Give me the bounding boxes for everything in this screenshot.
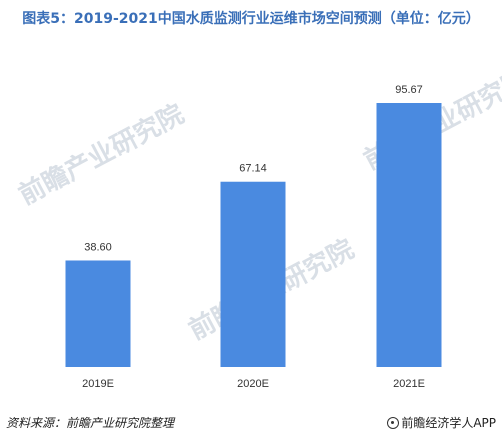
brand-credit: 前瞻经济学人APP (387, 414, 496, 431)
value-labels-group: 38.60 67.14 95.67 (84, 84, 423, 253)
bar-2019E (65, 260, 131, 367)
brand-name: 前瞻经济学人APP (401, 416, 496, 430)
bars-group (65, 103, 442, 367)
chart-title: 图表5：2019-2021中国水质监测行业运维市场空间预测（单位：亿元） (22, 11, 480, 27)
value-label-2021E: 95.67 (395, 84, 423, 96)
x-tick-label-2020E: 2020E (237, 378, 269, 390)
bar-2021E (376, 103, 442, 367)
source-note: 资料来源：前瞻产业研究院整理 (6, 416, 175, 430)
footer: 资料来源：前瞻产业研究院整理 前瞻经济学人APP (6, 414, 496, 436)
value-label-2019E: 38.60 (84, 241, 112, 253)
bar-2020E (220, 181, 286, 367)
watermark-text: 前瞻产业研究院 (14, 98, 189, 211)
brand-logo-icon (387, 417, 400, 429)
x-tick-labels-group: 2019E 2020E 2021E (82, 378, 425, 390)
x-tick-label-2019E: 2019E (82, 378, 114, 390)
value-label-2020E: 67.14 (239, 163, 267, 175)
x-tick-label-2021E: 2021E (393, 378, 425, 390)
